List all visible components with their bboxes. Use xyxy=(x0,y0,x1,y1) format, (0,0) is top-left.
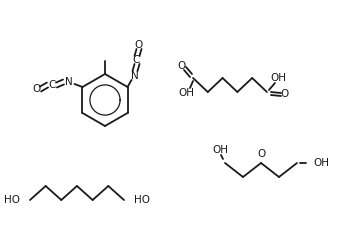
Text: C: C xyxy=(133,55,140,65)
Text: C: C xyxy=(49,80,56,90)
Text: OH: OH xyxy=(270,73,286,83)
Text: HO: HO xyxy=(134,195,150,205)
Text: O: O xyxy=(281,89,289,99)
Text: N: N xyxy=(65,77,72,87)
Text: O: O xyxy=(134,40,143,50)
Text: N: N xyxy=(131,71,138,81)
Text: OH: OH xyxy=(313,158,329,168)
Text: OH: OH xyxy=(212,145,228,155)
Text: O: O xyxy=(33,84,40,94)
Text: O: O xyxy=(177,61,185,71)
Text: HO: HO xyxy=(4,195,20,205)
Text: OH: OH xyxy=(178,88,194,98)
Text: O: O xyxy=(257,149,265,159)
